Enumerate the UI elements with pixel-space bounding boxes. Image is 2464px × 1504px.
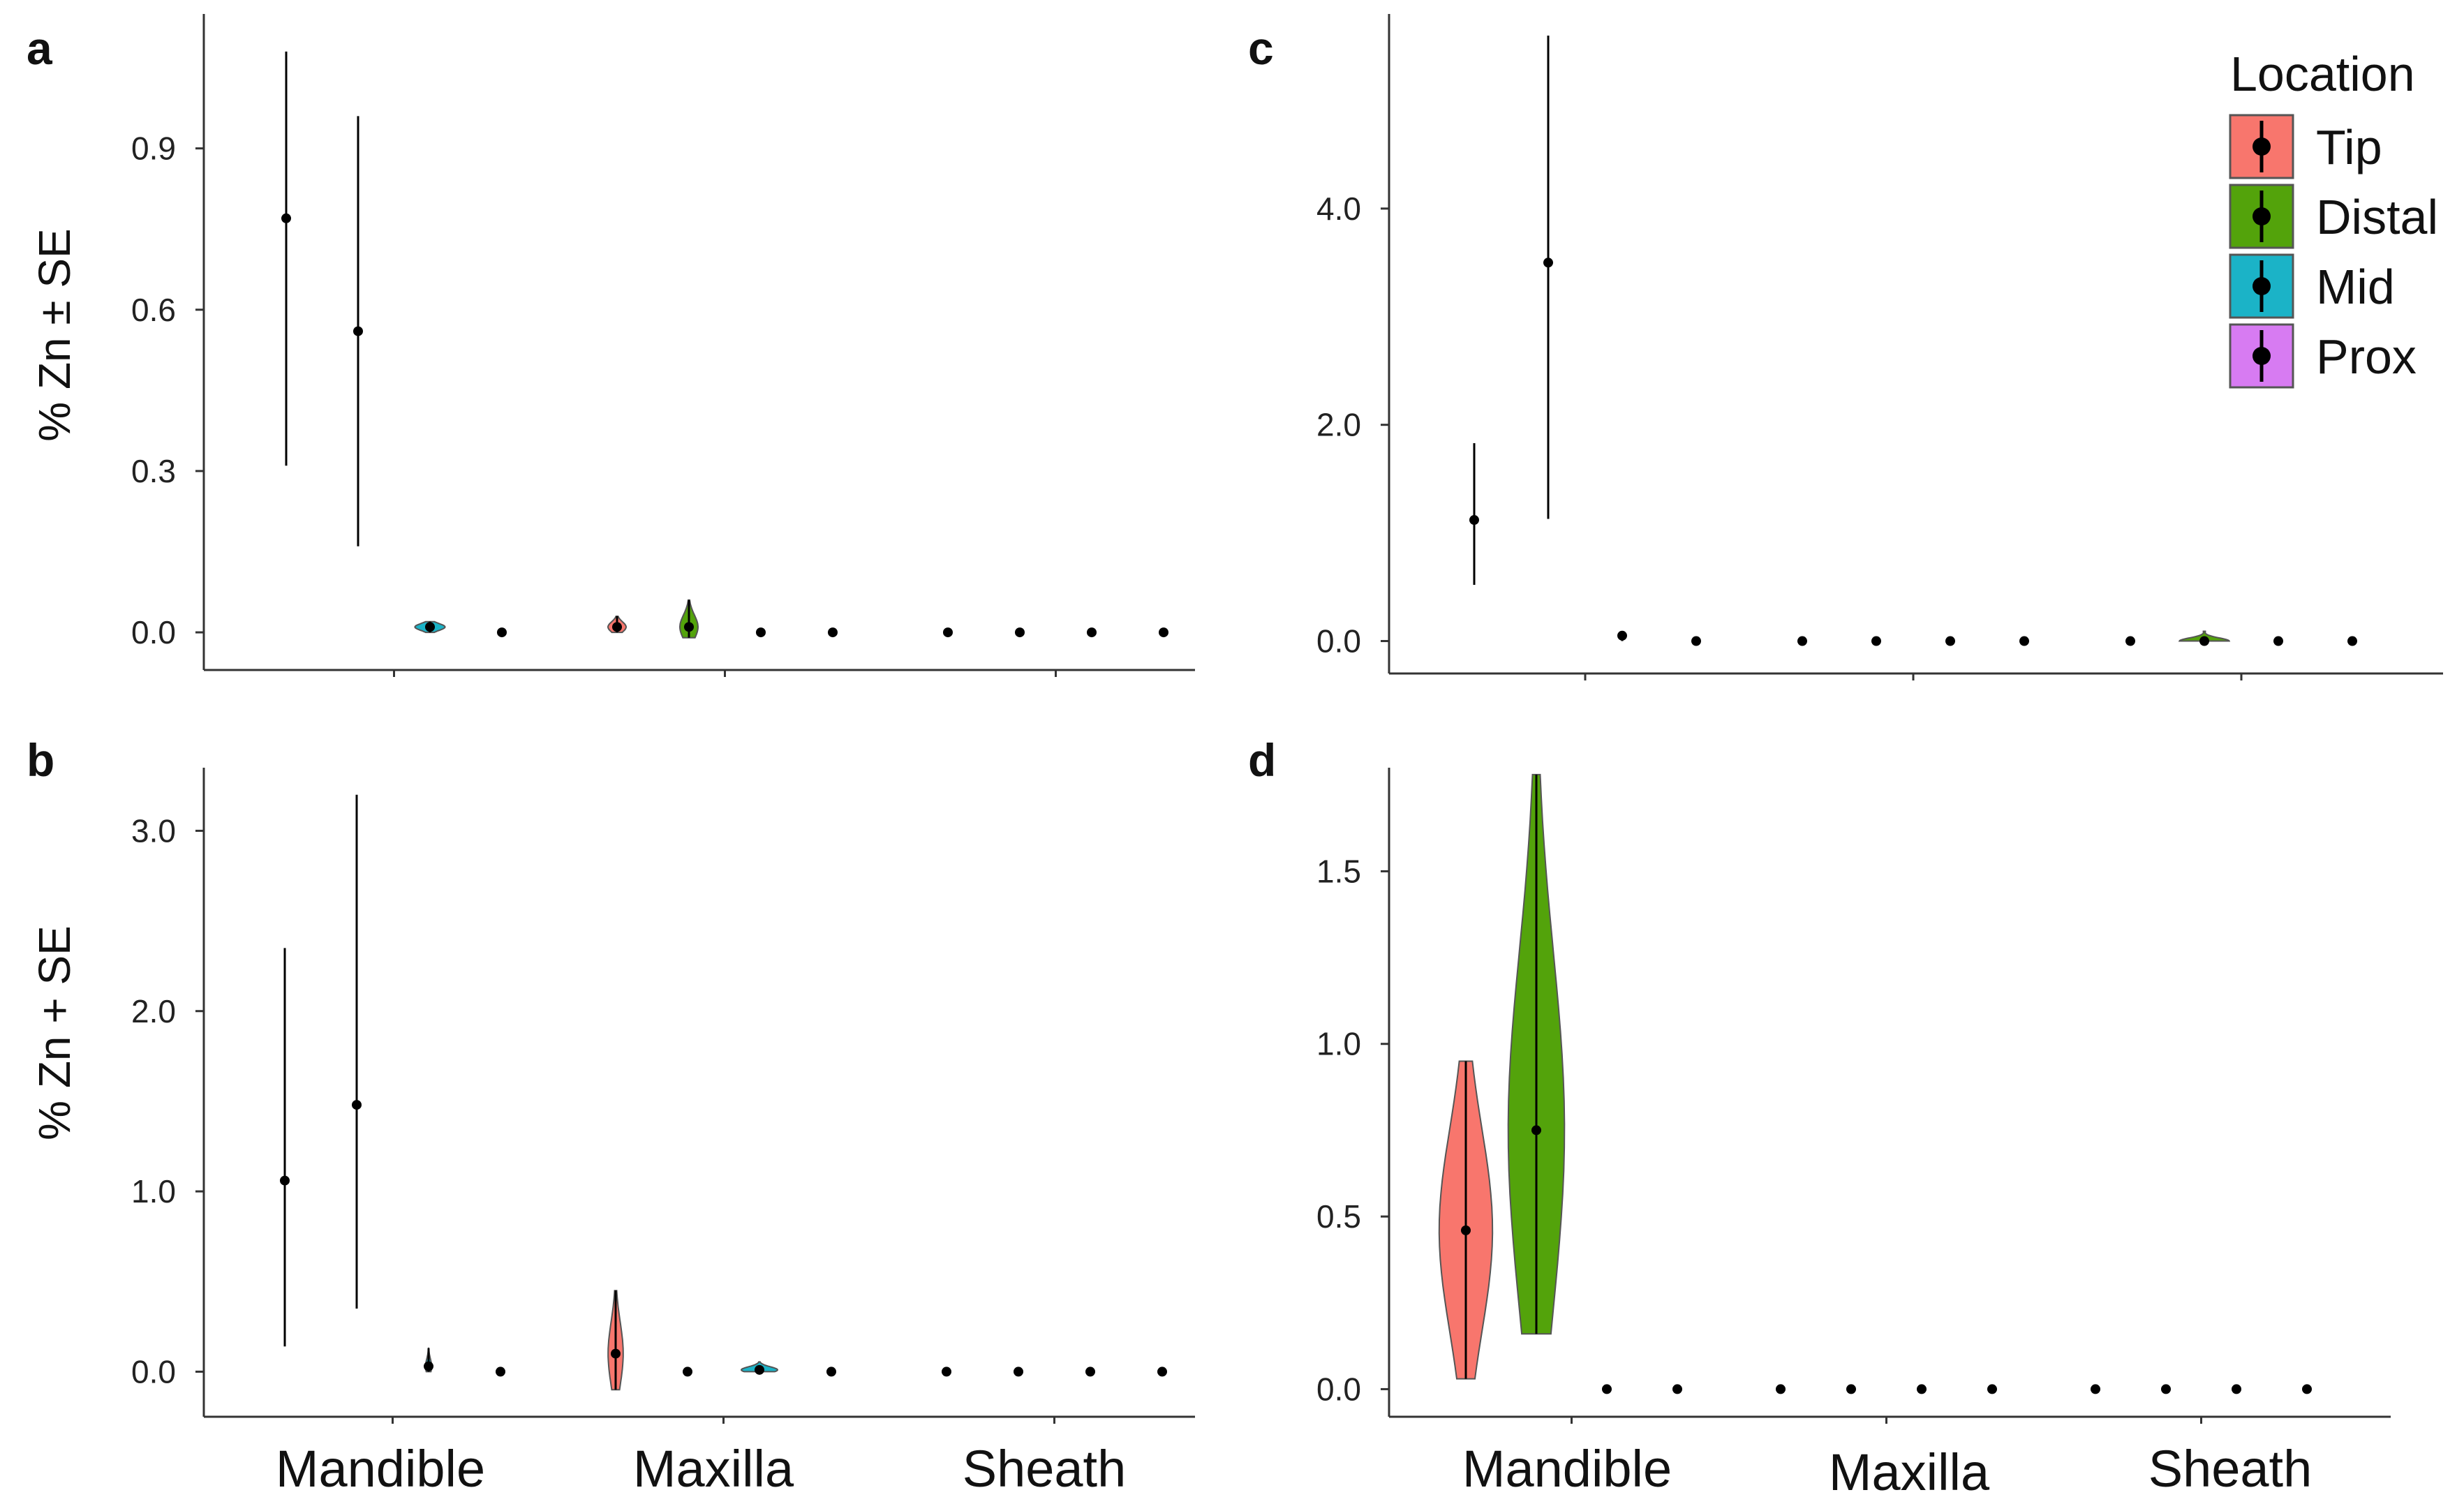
point-a-prox-sheath	[1159, 627, 1168, 638]
point-a-mid-sheath	[1087, 627, 1097, 638]
y-tick-label-b-1: 1.0	[131, 1173, 176, 1209]
point-d-distal-mandible	[1531, 1125, 1541, 1136]
point-d-mid-sheath	[2232, 1384, 2241, 1394]
panel-a-plot: 0.0 0.3 0.6 0.9	[131, 14, 1195, 677]
panel-d-plot: 0.0 0.5 1.0 1.5	[1316, 768, 2391, 1424]
point-b-tip-mandible	[280, 1175, 290, 1186]
point-c-distal-maxilla	[1871, 636, 1881, 646]
y-tick-label-d-1: 0.5	[1316, 1198, 1361, 1235]
panel-letter-c: c	[1248, 22, 1274, 74]
panel-letter-d: d	[1248, 734, 1276, 786]
point-d-prox-sheath	[2302, 1384, 2312, 1394]
y-tick-label-d-3: 1.5	[1316, 853, 1361, 889]
point-b-prox-sheath	[1157, 1367, 1167, 1377]
y-axis-title-a: % Zn ± SE	[29, 228, 80, 441]
y-tick-label-d-0: 0.0	[1316, 1371, 1361, 1407]
legend-label-prox: Prox	[2316, 329, 2417, 384]
y-tick-label-a-0: 0.0	[131, 614, 176, 650]
point-d-tip-maxilla	[1776, 1384, 1786, 1394]
point-d-distal-sheath	[2161, 1384, 2171, 1394]
point-a-mid-maxilla	[756, 627, 766, 638]
x-label-b-maxilla: Maxilla	[633, 1440, 794, 1498]
point-c-prox-mandible	[1691, 636, 1701, 646]
legend-label-mid: Mid	[2316, 260, 2395, 314]
y-tick-label-a-2: 0.6	[131, 292, 176, 328]
point-a-prox-mandible	[497, 627, 507, 638]
point-c-distal-mandible	[1543, 258, 1553, 268]
point-b-mid-mandible	[424, 1361, 433, 1371]
x-label-b-mandible: Mandible	[276, 1440, 485, 1498]
point-d-prox-mandible	[1672, 1384, 1682, 1394]
point-b-distal-mandible	[352, 1100, 362, 1110]
point-d-distal-maxilla	[1846, 1384, 1856, 1394]
panel-letter-b: b	[27, 734, 54, 786]
legend-title: Location	[2230, 47, 2415, 101]
point-b-tip-maxilla	[611, 1348, 621, 1359]
point-c-tip-sheath	[2125, 636, 2135, 646]
point-d-mid-maxilla	[1917, 1384, 1927, 1394]
y-tick-label-a-1: 0.3	[131, 453, 176, 489]
y-tick-label-b-2: 2.0	[131, 993, 176, 1029]
panel-letter-a: a	[27, 22, 53, 74]
point-b-distal-maxilla	[683, 1367, 692, 1377]
legend-label-tip: Tip	[2316, 120, 2382, 174]
legend-item-tip: Tip	[2229, 114, 2382, 179]
point-b-distal-sheath	[1014, 1367, 1023, 1377]
y-axis-title-b: % Zn + SE	[29, 925, 80, 1140]
point-d-tip-sheath	[2091, 1384, 2100, 1394]
legend-item-distal: Distal	[2229, 184, 2438, 249]
point-b-mid-maxilla	[755, 1364, 764, 1375]
point-c-tip-mandible	[1469, 515, 1479, 526]
point-a-tip-maxilla	[612, 622, 622, 632]
point-d-mid-mandible	[1602, 1384, 1612, 1394]
legend-item-mid: Mid	[2229, 253, 2395, 319]
point-b-prox-mandible	[496, 1367, 505, 1377]
y-tick-label-c-0: 0.0	[1316, 623, 1361, 660]
y-tick-label-c-2: 4.0	[1316, 191, 1361, 227]
point-c-prox-sheath	[2347, 636, 2357, 646]
y-tick-label-c-1: 2.0	[1316, 407, 1361, 443]
point-c-mid-mandible	[1617, 630, 1627, 641]
point-d-prox-maxilla	[1987, 1384, 1997, 1394]
point-c-mid-sheath	[2273, 636, 2283, 646]
point-c-tip-maxilla	[1797, 636, 1807, 646]
violin-c-distal-sheath	[2178, 630, 2231, 642]
y-tick-label-d-2: 1.0	[1316, 1026, 1361, 1062]
point-c-mid-maxilla	[1945, 636, 1955, 646]
point-a-distal-mandible	[353, 326, 363, 336]
panel-b-plot: 0.0 1.0 2.0 3.0	[131, 768, 1195, 1424]
legend: Location Tip Distal Mid Prox	[2229, 47, 2438, 389]
x-label-d-mandible: Mandible	[1462, 1440, 1672, 1498]
x-label-d-sheath: Sheath	[2148, 1440, 2313, 1498]
point-a-prox-maxilla	[828, 627, 838, 638]
point-b-mid-sheath	[1085, 1367, 1095, 1377]
y-tick-label-a-3: 0.9	[131, 131, 176, 167]
legend-item-prox: Prox	[2229, 323, 2417, 389]
y-tick-label-b-0: 0.0	[131, 1353, 176, 1390]
point-b-prox-maxilla	[826, 1367, 836, 1377]
point-a-tip-sheath	[943, 627, 953, 638]
point-a-mid-mandible	[425, 622, 435, 632]
y-tick-label-b-3: 3.0	[131, 812, 176, 849]
point-b-tip-sheath	[942, 1367, 951, 1377]
legend-label-distal: Distal	[2316, 190, 2438, 244]
panel-c-plot: 0.0 2.0 4.0	[1316, 14, 2443, 680]
point-a-distal-sheath	[1015, 627, 1025, 638]
point-a-tip-mandible	[281, 213, 291, 223]
x-label-d-maxilla: Maxilla	[1829, 1443, 1990, 1501]
point-a-distal-maxilla	[684, 622, 694, 632]
point-c-prox-maxilla	[2019, 636, 2029, 646]
x-label-b-sheath: Sheath	[963, 1440, 1127, 1498]
point-c-distal-sheath	[2199, 636, 2209, 646]
point-d-tip-mandible	[1461, 1225, 1471, 1235]
